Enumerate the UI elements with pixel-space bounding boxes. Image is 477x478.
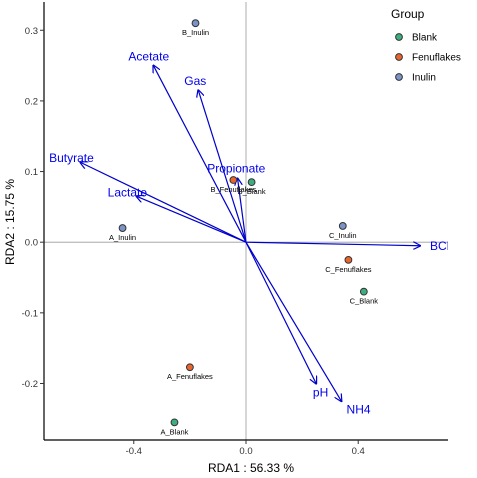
arrow-label-lactate: Lactate: [108, 185, 148, 199]
arrow-label-ph: pH: [313, 385, 328, 399]
x-axis-ticks: -0.4 0.0 0.4: [126, 440, 365, 457]
arrow-label-acetate: Acetate: [128, 50, 169, 64]
point-a-fenuflakes: [185, 363, 194, 372]
x-tick-label: 0.0: [239, 446, 252, 457]
arrow-nh4: [245, 241, 341, 401]
arrow-propionate: [238, 179, 247, 243]
point-c-fenuflakes: [344, 255, 353, 264]
point-b-blank: [247, 178, 256, 187]
arrow-label-gas: Gas: [184, 74, 206, 88]
point-label-a-blank: A_Blank: [160, 427, 188, 436]
point-label-c-inulin: C_Inulin: [329, 231, 357, 240]
point-b-inulin: [191, 19, 200, 28]
y-axis-title: RDA2 : 15.75 %: [3, 179, 17, 265]
legend-swatch-fenuflakes: [395, 53, 403, 61]
arrow-label-butyrate: Butyrate: [49, 151, 94, 165]
legend-swatch-inulin: [395, 73, 403, 81]
point-label-b-blank: B_Blank: [238, 187, 266, 196]
point-label-a-fenuflakes: A_Fenuflakes: [167, 372, 213, 381]
point-label-c-fenuflakes: C_Fenuflakes: [325, 265, 372, 274]
y-tick-label: -0.1: [22, 308, 38, 319]
y-axis-ticks: -0.2 -0.1 0.0 0.1 0.2 0.3: [22, 26, 44, 390]
point-c-inulin: [338, 222, 347, 230]
point-c-blank: [359, 287, 368, 296]
legend-title: Group: [391, 7, 425, 21]
point-label-b-fenuflakes: B_Fenuflakes: [210, 185, 256, 194]
legend-swatch-blank: [395, 33, 403, 41]
point-a-blank: [170, 418, 179, 427]
legend-label-inulin: Inulin: [412, 73, 436, 84]
y-tick-label: -0.2: [22, 379, 38, 390]
point-label-a-inulin: A_Inulin: [109, 233, 136, 242]
arrow-ph: [245, 241, 316, 383]
point-a-inulin: [118, 224, 127, 232]
legend: Group Blank Fenuflakes Inulin: [391, 7, 461, 84]
arrow-bcfa: [245, 242, 420, 246]
y-tick-label: 0.3: [25, 26, 38, 37]
arrow-acetate: [153, 66, 247, 243]
legend-label-blank: Blank: [412, 33, 438, 44]
y-tick-label: 0.1: [25, 167, 38, 178]
arrow-label-nh4: NH4: [347, 403, 371, 417]
reference-lines: [44, 2, 448, 440]
arrow-lactate: [137, 196, 247, 243]
arrow-vectors: Acetate Gas Butyrate Lactate Propionate BCFA p…: [49, 50, 461, 417]
arrow-gas: [198, 90, 247, 243]
point-b-fenuflakes: [229, 176, 238, 184]
x-axis-title: RDA1 : 56.33 %: [208, 461, 294, 475]
point-label-b-inulin: B_Inulin: [182, 28, 209, 37]
point-label-c-blank: C_Blank: [350, 297, 379, 306]
y-tick-label: 0.0: [25, 238, 38, 249]
x-tick-label: -0.4: [126, 446, 142, 457]
arrow-butyrate: [80, 162, 247, 243]
legend-label-fenuflakes: Fenuflakes: [412, 53, 461, 64]
x-tick-label: 0.4: [352, 446, 365, 457]
y-tick-label: 0.2: [25, 96, 38, 107]
arrow-label-bcfa: BCFA: [430, 239, 461, 253]
arrow-label-propionate: Propionate: [207, 162, 265, 176]
